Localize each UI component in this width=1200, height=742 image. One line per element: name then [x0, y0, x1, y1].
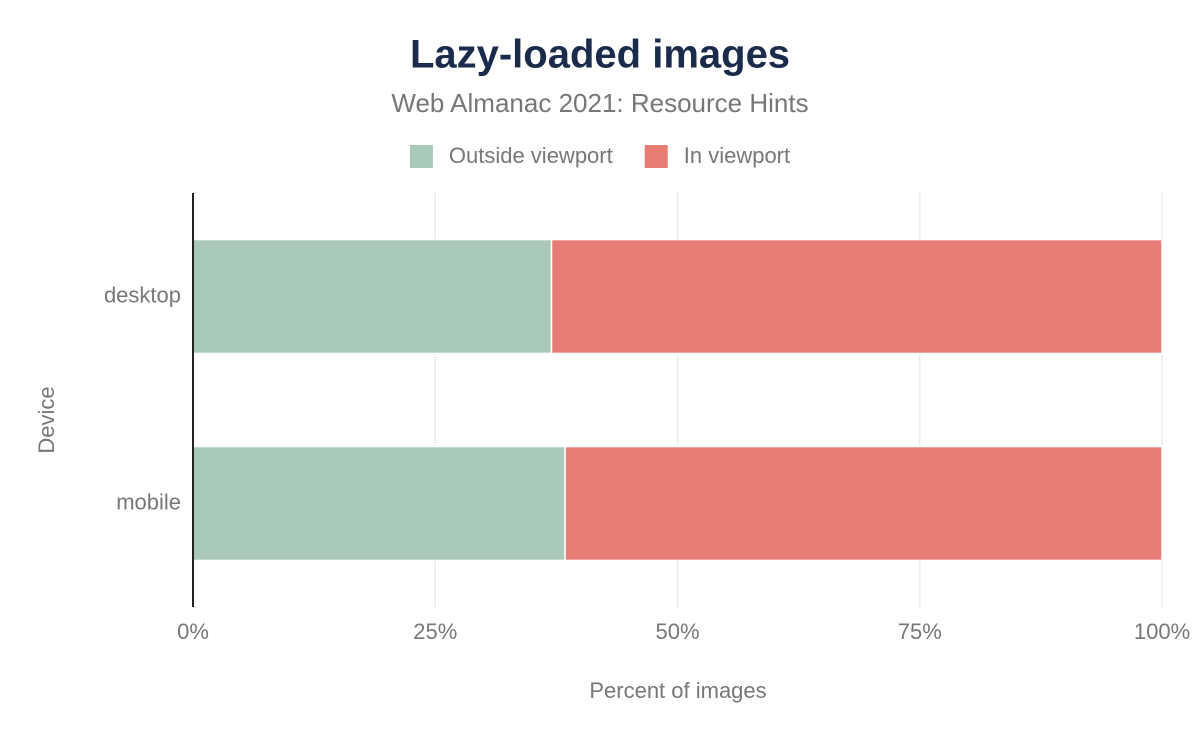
bar-segment [564, 445, 1163, 562]
y-axis-label: Device [34, 386, 59, 453]
y-tick-label: mobile [116, 489, 181, 514]
x-tick-label: 75% [898, 619, 942, 644]
y-tick-label: desktop [104, 282, 181, 307]
bar-segment [192, 445, 566, 562]
x-tick-label: 25% [413, 619, 457, 644]
bar-segment [192, 238, 553, 355]
chart-subtitle: Web Almanac 2021: Resource Hints [391, 88, 808, 118]
legend-swatch [409, 145, 433, 168]
legend-swatch [644, 145, 668, 168]
x-tick-label: 0% [177, 619, 209, 644]
legend-label: In viewport [684, 143, 790, 168]
legend-label: Outside viewport [449, 143, 613, 168]
bar-segment [550, 238, 1163, 355]
x-tick-label: 100% [1134, 619, 1190, 644]
x-axis-label: Percent of images [589, 678, 766, 703]
x-tick-label: 50% [655, 619, 699, 644]
chart-title: Lazy-loaded images [410, 33, 790, 77]
